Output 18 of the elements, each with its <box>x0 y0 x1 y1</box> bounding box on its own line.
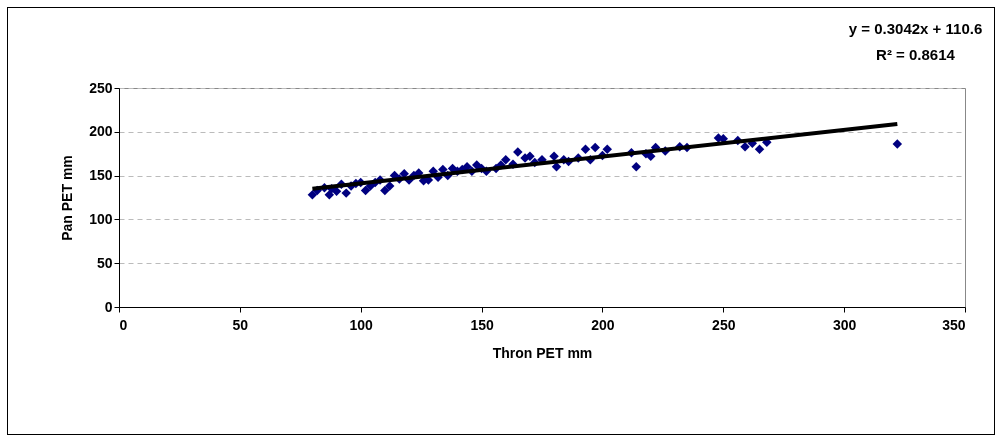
text: y = 0.3042x + 110.6 <box>848 20 983 37</box>
x-tick-label: 150 <box>470 316 494 333</box>
y-tick-label: 0 <box>104 298 113 315</box>
x-tick-label: 100 <box>349 316 374 333</box>
y-tick-label: 250 <box>89 79 113 96</box>
x-tick-label: 50 <box>232 316 249 333</box>
x-tick-label: 0 <box>119 316 128 333</box>
y-tick-label: 200 <box>89 123 113 140</box>
y-tick-label: 100 <box>89 210 113 227</box>
y-tick-label: 150 <box>89 167 113 184</box>
x-axis-title: Thron PET mm <box>492 344 593 361</box>
x-tick-label: 350 <box>942 316 966 333</box>
x-tick-label: 200 <box>591 316 615 333</box>
x-tick-label: 300 <box>832 316 857 333</box>
y-tick-label: 50 <box>96 254 113 271</box>
text: R² = 0.8614 <box>876 46 956 63</box>
x-tick-label: 250 <box>712 316 736 333</box>
y-axis-title: Pan PET mm <box>59 155 76 241</box>
